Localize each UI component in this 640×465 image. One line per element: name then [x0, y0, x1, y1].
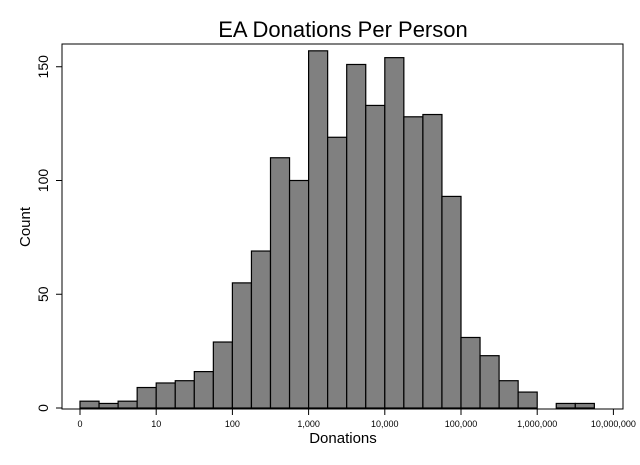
bars [79, 50, 595, 409]
histogram-bar [288, 179, 310, 409]
histogram-bar [98, 402, 119, 409]
histogram-bar [212, 341, 234, 409]
histogram-bar [517, 391, 538, 409]
histogram-bar [403, 116, 424, 409]
histogram-bar [422, 113, 443, 409]
histogram-bar [250, 250, 272, 409]
y-tick-label: 50 [35, 286, 51, 302]
x-tick-label: 10,000 [371, 419, 399, 429]
histogram-bar [384, 57, 405, 409]
histogram-bar [498, 380, 519, 409]
histogram-bar [193, 371, 214, 409]
y-axis-ticks: 0 50 100 150 [35, 55, 62, 412]
histogram-bar [155, 382, 176, 409]
y-tick-label: 0 [35, 404, 51, 412]
x-tick-label: 0 [77, 419, 82, 429]
histogram-bar [136, 386, 157, 409]
histogram-bar [441, 195, 462, 409]
y-tick-label: 150 [35, 55, 51, 79]
plot-frame [61, 43, 624, 410]
histogram-bar [479, 355, 500, 409]
histogram-bar [460, 336, 481, 409]
y-tick-label: 100 [35, 169, 51, 193]
histogram-bar [308, 50, 329, 409]
histogram-bar [346, 63, 367, 409]
histogram-bar [231, 282, 253, 409]
x-tick-label: 10,000,000 [591, 419, 636, 429]
x-axis-ticks: 0 10 100 1,000 10,000 100,000 1,000,000 10,000,… [77, 409, 636, 429]
histogram-bar [79, 400, 100, 409]
x-axis-label: Donations [309, 430, 377, 447]
histogram-bar [327, 136, 348, 409]
histogram-bar [117, 400, 138, 409]
histogram-bar [174, 380, 195, 409]
histogram-bar [574, 402, 595, 409]
chart-title: EA Donations Per Person [218, 17, 467, 42]
histogram-bar [365, 104, 386, 409]
y-axis-label: Count [17, 206, 34, 247]
x-tick-label: 1,000,000 [517, 419, 557, 429]
histogram-bar [555, 402, 576, 409]
x-tick-label: 10 [151, 419, 161, 429]
x-tick-label: 100,000 [445, 419, 478, 429]
x-tick-label: 1,000 [297, 419, 320, 429]
histogram-bar [269, 157, 291, 409]
x-tick-label: 100 [225, 419, 240, 429]
